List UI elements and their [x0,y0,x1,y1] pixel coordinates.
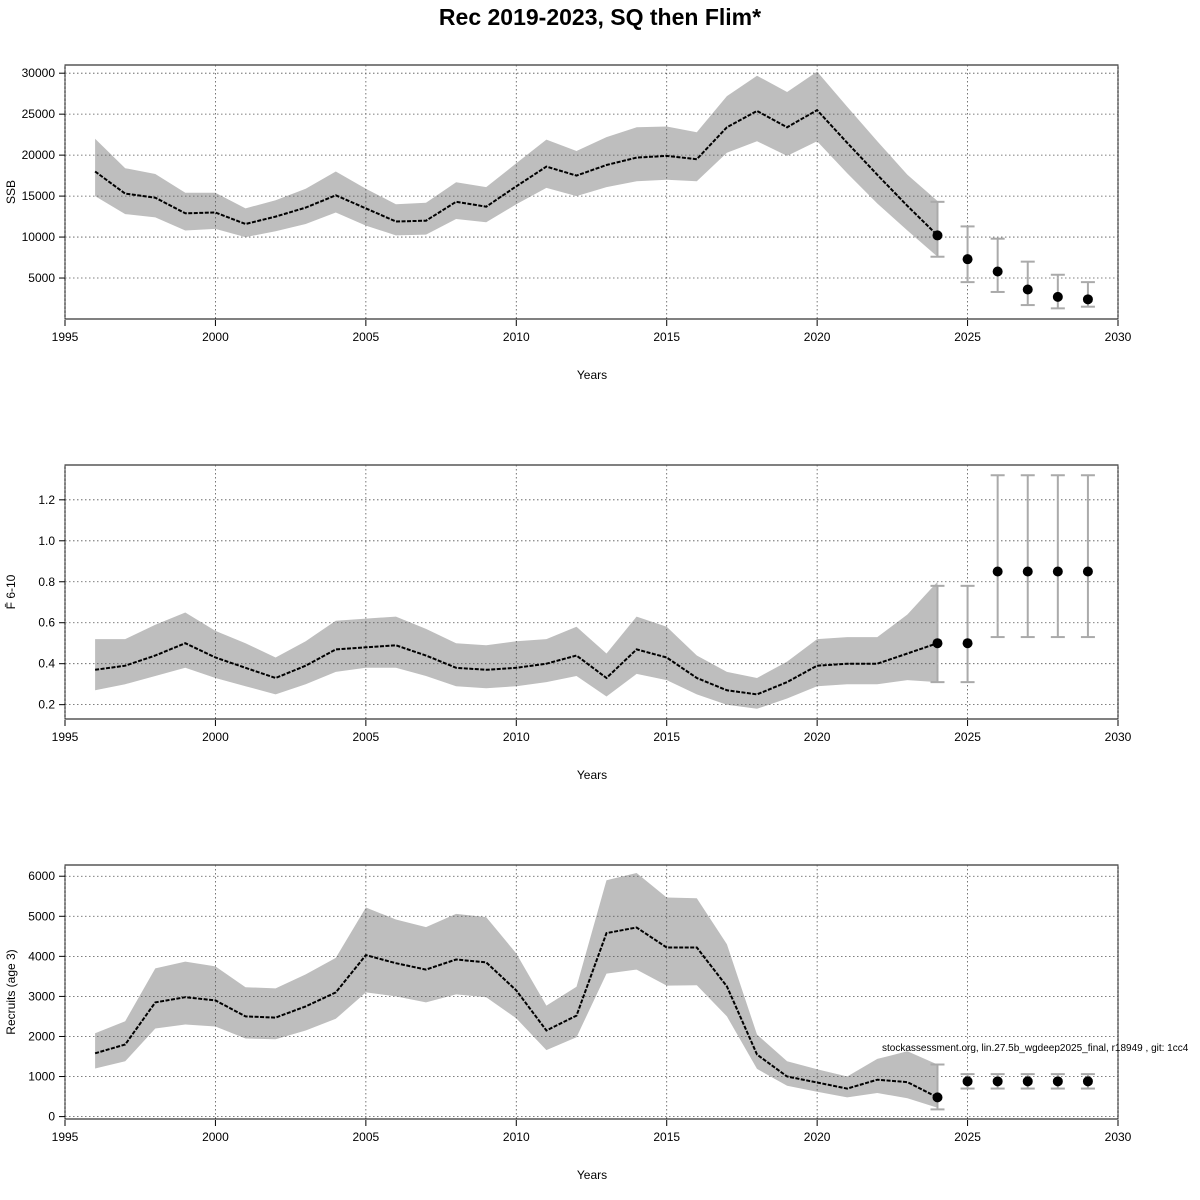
y-axis-label: Recruits (age 3) [4,949,18,1034]
x-tick-label: 2025 [954,730,981,744]
forecast-error-bar [1050,474,1065,639]
recruits-panel: Years Recruits (age 3) 1995 2000 2005 2010 2… [4,864,1132,1182]
y-tick-label: 4000 [28,949,55,963]
plot-frame [64,64,1119,320]
plot-frame [64,464,1119,720]
x-axis-label: Years [577,1168,607,1182]
x-tick-label: 2010 [503,730,530,744]
y-tick-label: 0 [48,1110,55,1124]
y-tick-label: 1.2 [38,493,55,507]
forecast-error-bar [990,474,1005,639]
forecast-error-bar [960,584,975,684]
y-tick-label: 10000 [22,230,56,244]
forecast-error-bar [1050,273,1065,310]
x-tick-label: 2015 [653,1130,680,1144]
forecast-point [1052,1076,1063,1087]
confidence-band [95,71,938,257]
x-axis-label: Years [577,768,607,782]
forecast-point [1082,1076,1093,1087]
x-tick-label: 1995 [52,730,79,744]
forecast-point [1022,566,1033,577]
y-tick-label: 3000 [28,989,55,1003]
y-tick-label: 25000 [22,107,56,121]
y-tick-label: 15000 [22,189,56,203]
forecast-point [1082,566,1093,577]
x-tick-label: 2000 [202,1130,229,1144]
forecast-point [992,1076,1003,1087]
y-tick-label: 6000 [28,869,55,883]
y-tick-label: 0.6 [38,616,55,630]
x-tick-label: 2030 [1105,730,1132,744]
x-axis-label: Years [577,368,607,382]
fbar-panel: Years F̄ 6-10 1995 2000 2005 2010 2015 2020 20… [4,464,1132,782]
estimate-line [94,926,938,1099]
estimate-line [94,642,938,696]
x-tick-label: 2005 [353,730,380,744]
forecast-point [1022,1076,1033,1087]
forecast-error-bar [1080,474,1095,639]
forecast-error-bar [930,200,945,258]
x-tick-label: 2020 [804,730,831,744]
forecast-error-bar [930,584,945,684]
forecast-point [932,638,943,649]
footnote-text: stockassessment.org, lin.27.5b_wgdeep202… [882,1043,1189,1054]
x-tick-label: 2025 [954,330,981,344]
forecast-point [1022,284,1033,295]
x-tick-label: 1995 [52,1130,79,1144]
y-axis-label: SSB [4,180,18,204]
y-tick-label: 1000 [28,1070,55,1084]
x-tick-label: 2000 [202,330,229,344]
forecast-point [1052,566,1063,577]
forecast-point [992,266,1003,277]
y-tick-label: 30000 [22,66,56,80]
y-tick-label: 0.2 [38,698,55,712]
x-tick-label: 2030 [1105,1130,1132,1144]
chart-title: Rec 2019-2023, SQ then Flim* [439,4,761,30]
x-tick-label: 2015 [653,730,680,744]
x-tick-label: 2005 [353,330,380,344]
y-tick-label: 2000 [28,1029,55,1043]
x-tick-label: 2020 [804,1130,831,1144]
ssb-panel: Years SSB 1995 2000 2005 2010 2015 2020 2025 20… [4,64,1132,382]
forecast-point [992,566,1003,577]
y-tick-label: 1.0 [38,534,55,548]
y-tick-label: 0.4 [38,657,55,671]
y-tick-label: 0.8 [38,575,55,589]
x-tick-label: 2010 [503,1130,530,1144]
x-tick-label: 2025 [954,1130,981,1144]
y-tick-label: 5000 [28,909,55,923]
forecast-error-bar [1020,474,1035,639]
forecast-error-bar [1020,260,1035,307]
y-tick-label: 20000 [22,148,56,162]
y-axis-label: F̄ 6-10 [4,574,18,609]
estimate-line [94,108,939,237]
x-tick-label: 2005 [353,1130,380,1144]
x-tick-label: 2020 [804,330,831,344]
forecast-point [1052,291,1063,302]
forecast-point [962,638,973,649]
x-tick-label: 2010 [503,330,530,344]
x-tick-label: 2030 [1105,330,1132,344]
forecast-point [962,254,973,265]
forecast-point [1082,294,1093,305]
y-tick-label: 5000 [28,271,55,285]
forecast-point [932,1092,943,1103]
forecast-point [962,1076,973,1087]
forecast-point [932,230,943,241]
x-tick-label: 2000 [202,730,229,744]
x-tick-label: 2015 [653,330,680,344]
forecast-error-bar [990,237,1005,293]
x-tick-label: 1995 [52,330,79,344]
plot-frame [64,864,1119,1120]
